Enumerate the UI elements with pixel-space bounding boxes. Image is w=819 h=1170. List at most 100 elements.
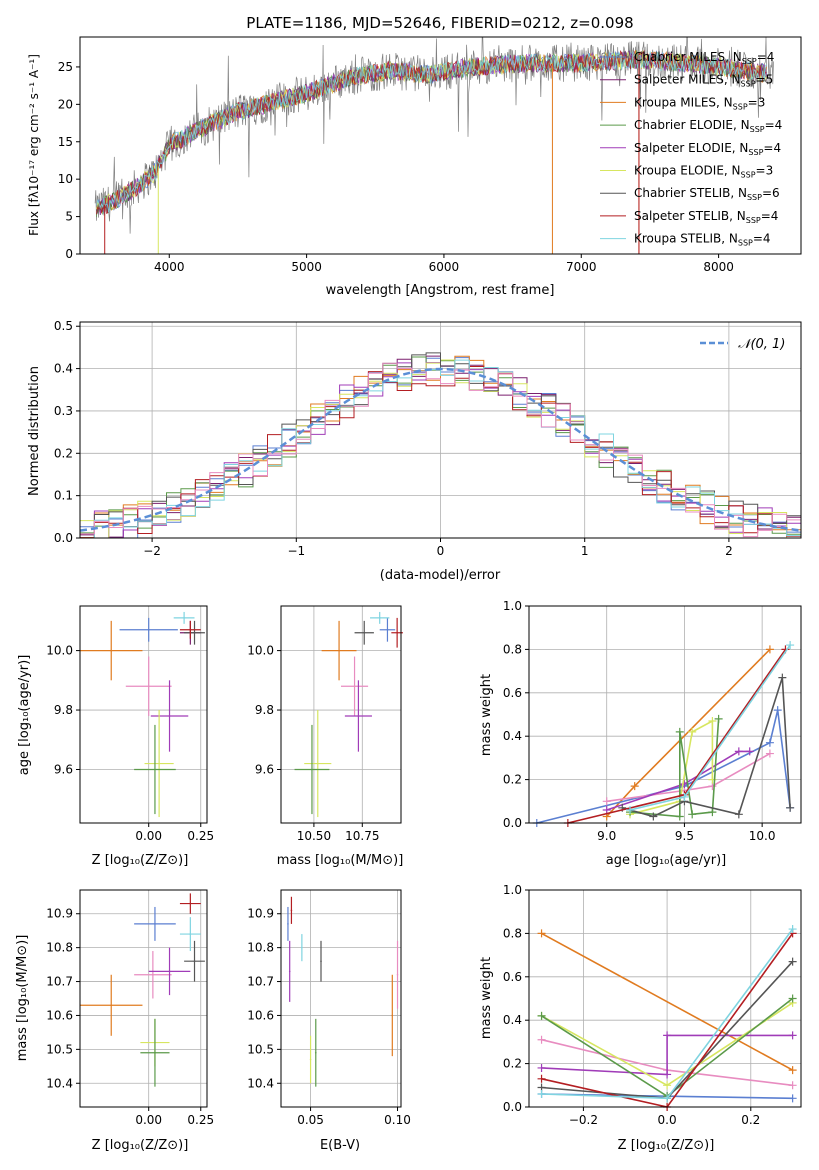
spectrum-ytick-label: 5 [65,210,73,224]
massweight-vs-age-ylabel: mass weight [479,674,494,756]
mass-vs-z-ytick-label: 10.5 [46,1042,73,1056]
series-marker [663,1081,672,1090]
residuals-ytick-label: 0.4 [54,362,73,376]
mass-vs-z-ytick-label: 10.7 [46,975,73,989]
mass-vs-z-xtick-label: 0.25 [187,1113,214,1127]
mass-vs-ebv-xlabel: E(B-V) [320,1138,360,1153]
residuals-ytick-label: 0.2 [54,446,73,460]
data-point [314,1051,317,1054]
massweight-vs-z-ytick-label: 0.8 [503,926,522,940]
age-vs-z-ytick-label: 9.8 [54,703,73,717]
data-point [309,1058,312,1061]
data-point [154,768,156,771]
data-point [183,617,185,619]
series-marker [537,1035,546,1044]
legend-label: Salpeter MILES, NSSP=5 [634,73,773,89]
residuals-ytick-label: 0.5 [54,319,73,333]
residuals-xtick-label: 2 [725,544,733,558]
residuals-ytick-label: 0.0 [54,531,73,545]
series-marker [602,805,611,814]
mass-vs-z-ytick-label: 10.4 [46,1076,73,1090]
series-line [541,1034,793,1076]
mass-vs-ebv-ytick-label: 10.7 [247,975,274,989]
massweight-vs-age-xtick-label: 10.0 [749,829,776,843]
series-marker [663,1070,672,1079]
age-vs-mass-xlabel: mass [log₁₀(M/M⊙)] [277,853,404,868]
age-vs-z-frame [79,605,208,824]
data-point [189,628,192,631]
data-point [154,923,156,925]
series-line [541,932,793,1071]
series-line [629,718,720,818]
residuals-xtick-label: 0 [437,544,445,558]
age-vs-z-xlabel: Z [log₁₀(Z/Z⊙)] [92,853,189,868]
data-point [378,617,381,619]
massweight-vs-z-xtick-label: 0.2 [741,1113,760,1127]
legend-label-sub: SSP [742,57,757,66]
legend-label-tail: =4 [765,118,783,132]
data-point [168,970,171,973]
massweight-vs-age-ytick-label: 0.8 [503,642,522,656]
mass-vs-z-xtick-label: 0.00 [135,1113,162,1127]
legend-label-sub: SSP [741,171,756,180]
massweight-vs-z-ytick-label: 0.0 [503,1100,522,1114]
data-point [110,649,113,652]
spectrum-xtick-label: 8000 [703,260,734,274]
legend-label: Kroupa MILES, NSSP=3 [634,95,765,111]
series-marker [688,727,697,736]
massweight-vs-z-frame [528,889,802,1108]
series-marker [778,673,787,682]
data-point [290,909,293,912]
spectrum-plot-area: 4000 5000 6000 7000 8000 0 5 10 15 20 25 [58,37,774,274]
spectrum-ytick-label: 10 [58,172,73,186]
spectrum-xtick-label: 4000 [154,260,185,274]
massweight-vs-z-ytick-label: 1.0 [503,883,522,897]
residuals-xtick-label: 1 [581,544,589,558]
spectrum-ytick-label: 0 [65,247,73,261]
legend-label-sub: SSP [733,102,748,111]
series-marker [745,747,754,756]
massweight-vs-age-panel: 9.0 9.5 10.0 0.0 0.2 0.4 0.6 0.8 1.0 age [log₁₀(… [479,599,802,868]
series-line [606,752,771,803]
data-point [396,973,399,976]
residuals-legend: 𝒩(0, 1) [700,337,785,352]
legend-label-tail: =3 [748,95,766,109]
massweight-vs-z-ytick-label: 0.4 [503,1013,522,1027]
age-vs-mass-ytick-label: 9.8 [255,703,274,717]
series-marker [708,717,717,726]
massweight-vs-z-xtick-label: 0.0 [658,1113,677,1127]
age-vs-mass-frame [280,605,402,824]
massweight-vs-age-xtick-label: 9.0 [597,829,616,843]
series-marker [708,808,717,817]
spectrum-frame [79,36,802,255]
series-marker [788,957,797,966]
series-marker [675,727,684,736]
mass-vs-z-xlabel: Z [log₁₀(Z/Z⊙)] [92,1138,189,1153]
series-marker [537,1011,546,1020]
spectrum-ytick-label: 15 [58,135,73,149]
mass-vs-z-plot-area: 0.00 0.25 10.4 10.5 10.6 10.7 10.8 10.9 [46,890,214,1127]
mass-vs-ebv-panel: 0.05 0.10 10.4 10.5 10.6 10.7 10.8 10.9 E(B-V) [247,889,411,1153]
data-point [391,1014,394,1017]
age-vs-z-xtick-label: 0.00 [135,829,162,843]
age-vs-mass-ytick-label: 10.0 [247,644,274,658]
mass-vs-ebv-xtick-label: 0.05 [297,1113,324,1127]
data-point [154,1051,156,1054]
spectrum-model-line [96,50,767,213]
mass-vs-z-ytick-label: 10.9 [46,907,73,921]
mass-vs-ebv-ytick-label: 10.6 [247,1008,274,1022]
legend-label: Salpeter STELIB, NSSP=4 [634,209,778,225]
legend-label-sub: SSP [741,80,756,89]
legend-label-sub: SSP [738,239,753,248]
spectrum-xtick-label: 5000 [291,260,322,274]
massweight-vs-age-ytick-label: 0.4 [503,729,522,743]
legend-label-sub: SSP [746,216,761,225]
series-marker [680,792,689,801]
legend-label-sub: SSP [748,148,763,157]
series-marker [788,925,797,934]
legend-label: Chabrier ELODIE, NSSP=4 [634,118,782,134]
residual-histogram [80,359,801,539]
legend-label: Chabrier MILES, NSSP=4 [634,50,774,66]
data-point [311,768,313,771]
massweight-vs-age-xtick-label: 9.5 [675,829,694,843]
